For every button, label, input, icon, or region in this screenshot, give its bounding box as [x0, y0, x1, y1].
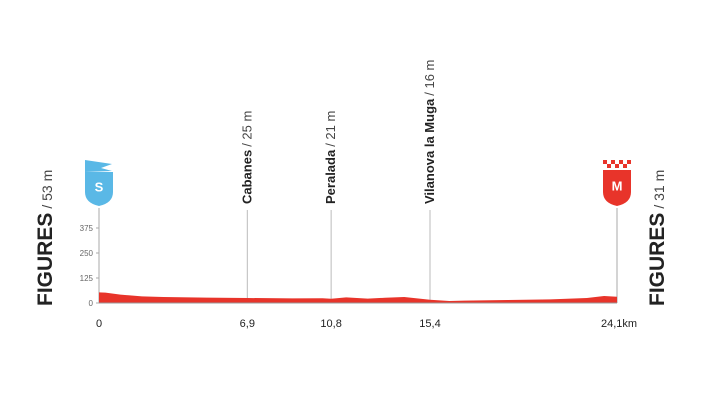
start-icon: S [85, 160, 113, 206]
finish-icon-letter: M [612, 178, 623, 193]
waypoint-elevation: / 25 m [239, 111, 254, 147]
y-tick-label: 375 [80, 224, 94, 233]
start-label: FIGURES / 53 m [34, 170, 57, 306]
waypoint-label: Vilanova la Muga / 16 m [422, 60, 437, 204]
waypoint-name: Peralada [323, 149, 338, 204]
elevation-area [99, 292, 617, 303]
waypoint-name: Cabanes [239, 150, 254, 204]
finish-icon: M [603, 160, 631, 206]
waypoint-label: Peralada / 21 m [323, 111, 338, 204]
y-tick-label: 0 [89, 299, 94, 308]
finish-name: FIGURES [646, 213, 669, 306]
x-tick-label: 6,9 [240, 318, 255, 330]
waypoint-label: Cabanes / 25 m [239, 111, 254, 204]
x-tick-label: 15,4 [419, 318, 440, 330]
start-icon-letter: S [95, 179, 104, 194]
waypoint-elevation: / 21 m [323, 111, 338, 147]
waypoint-name: Vilanova la Muga [422, 98, 437, 204]
finish-elevation: / 31 m [651, 170, 667, 209]
start-name: FIGURES [34, 213, 57, 306]
x-tick-label: 10,8 [320, 318, 341, 330]
x-tick-label: 0 [96, 318, 102, 330]
waypoint-elevation: / 16 m [422, 60, 437, 96]
y-tick-label: 250 [80, 249, 94, 258]
x-tick-label: 24,1km [601, 318, 637, 330]
finish-label: FIGURES / 31 m [646, 170, 669, 306]
y-tick-label: 125 [80, 274, 94, 283]
start-elevation: / 53 m [39, 170, 55, 209]
